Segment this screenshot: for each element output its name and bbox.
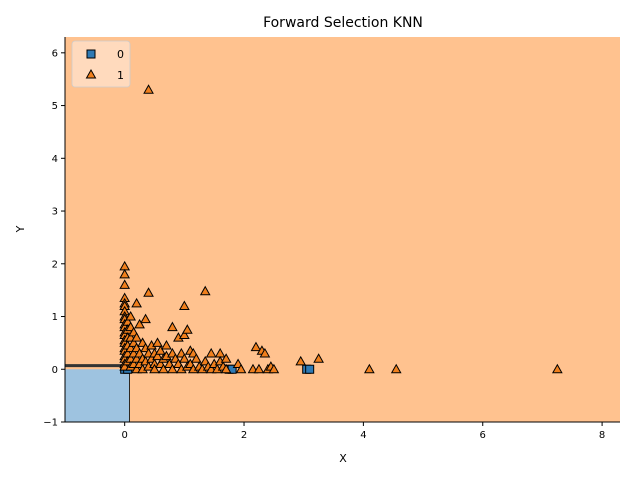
y-axis-label: Y <box>14 225 27 233</box>
decision-region-class-0 <box>65 369 130 422</box>
legend-label-1: 1 <box>117 69 124 82</box>
class-1-point <box>161 340 172 350</box>
data-markers <box>119 84 563 374</box>
class-1-point <box>259 347 271 358</box>
class-1-point <box>167 321 178 332</box>
class-1-point <box>143 84 154 94</box>
legend: 0 1 <box>71 40 131 88</box>
class-1-point <box>143 287 154 297</box>
x-tick-label: 0 <box>121 430 127 441</box>
y-tick-label: 6 <box>52 48 58 59</box>
x-tick-label: 6 <box>480 430 486 441</box>
class-1-point <box>250 341 262 352</box>
class-1-point <box>268 363 280 374</box>
class-1-point <box>149 363 160 374</box>
class-1-point <box>205 347 217 358</box>
class-1-point <box>178 300 190 310</box>
class-1-point <box>181 324 193 334</box>
class-1-point <box>220 353 232 363</box>
y-tick-label: −1 <box>43 418 58 429</box>
class-1-point <box>134 318 145 329</box>
x-axis-label: X <box>339 452 347 465</box>
legend-triangle-marker <box>85 68 97 79</box>
class-1-point <box>190 353 202 363</box>
class-1-point <box>155 345 166 355</box>
legend-label-0: 0 <box>117 48 124 61</box>
x-tick-label: 4 <box>360 430 366 441</box>
class-1-point <box>313 353 324 363</box>
class-1-point <box>152 337 163 347</box>
class-1-point <box>199 285 211 296</box>
y-tick-label: 4 <box>52 154 58 165</box>
class-1-point <box>167 363 178 374</box>
class-1-point <box>253 363 265 374</box>
class-1-point <box>119 268 131 279</box>
class-1-point <box>178 329 190 339</box>
y-tick-label: 3 <box>52 207 58 218</box>
class-1-point <box>119 279 131 289</box>
y-tick-label: 5 <box>52 101 58 112</box>
x-tick-label: 8 <box>599 430 605 441</box>
y-tick-label: 2 <box>52 259 58 270</box>
y-tick-label: 1 <box>52 312 58 323</box>
axes: 0 2 4 6 8 −1 0 1 2 3 4 5 6 <box>43 37 620 441</box>
x-tick-label: 2 <box>241 430 247 441</box>
legend-square-marker <box>86 49 96 59</box>
chart-title: Forward Selection KNN <box>263 15 423 31</box>
class-1-point <box>131 332 142 342</box>
class-1-point <box>158 363 169 374</box>
class-1-point <box>140 313 151 324</box>
class-1-point <box>220 363 232 374</box>
class-1-point <box>152 350 163 361</box>
class-1-point <box>235 363 247 374</box>
class-1-point <box>363 363 375 374</box>
class-1-point <box>125 311 137 321</box>
class-1-point <box>295 355 307 366</box>
class-1-point <box>390 363 402 374</box>
class-1-point <box>551 363 563 374</box>
class-0-point <box>305 364 315 374</box>
class-1-point <box>131 297 142 308</box>
class-1-point <box>178 353 190 363</box>
y-tick-label: 0 <box>52 365 58 376</box>
